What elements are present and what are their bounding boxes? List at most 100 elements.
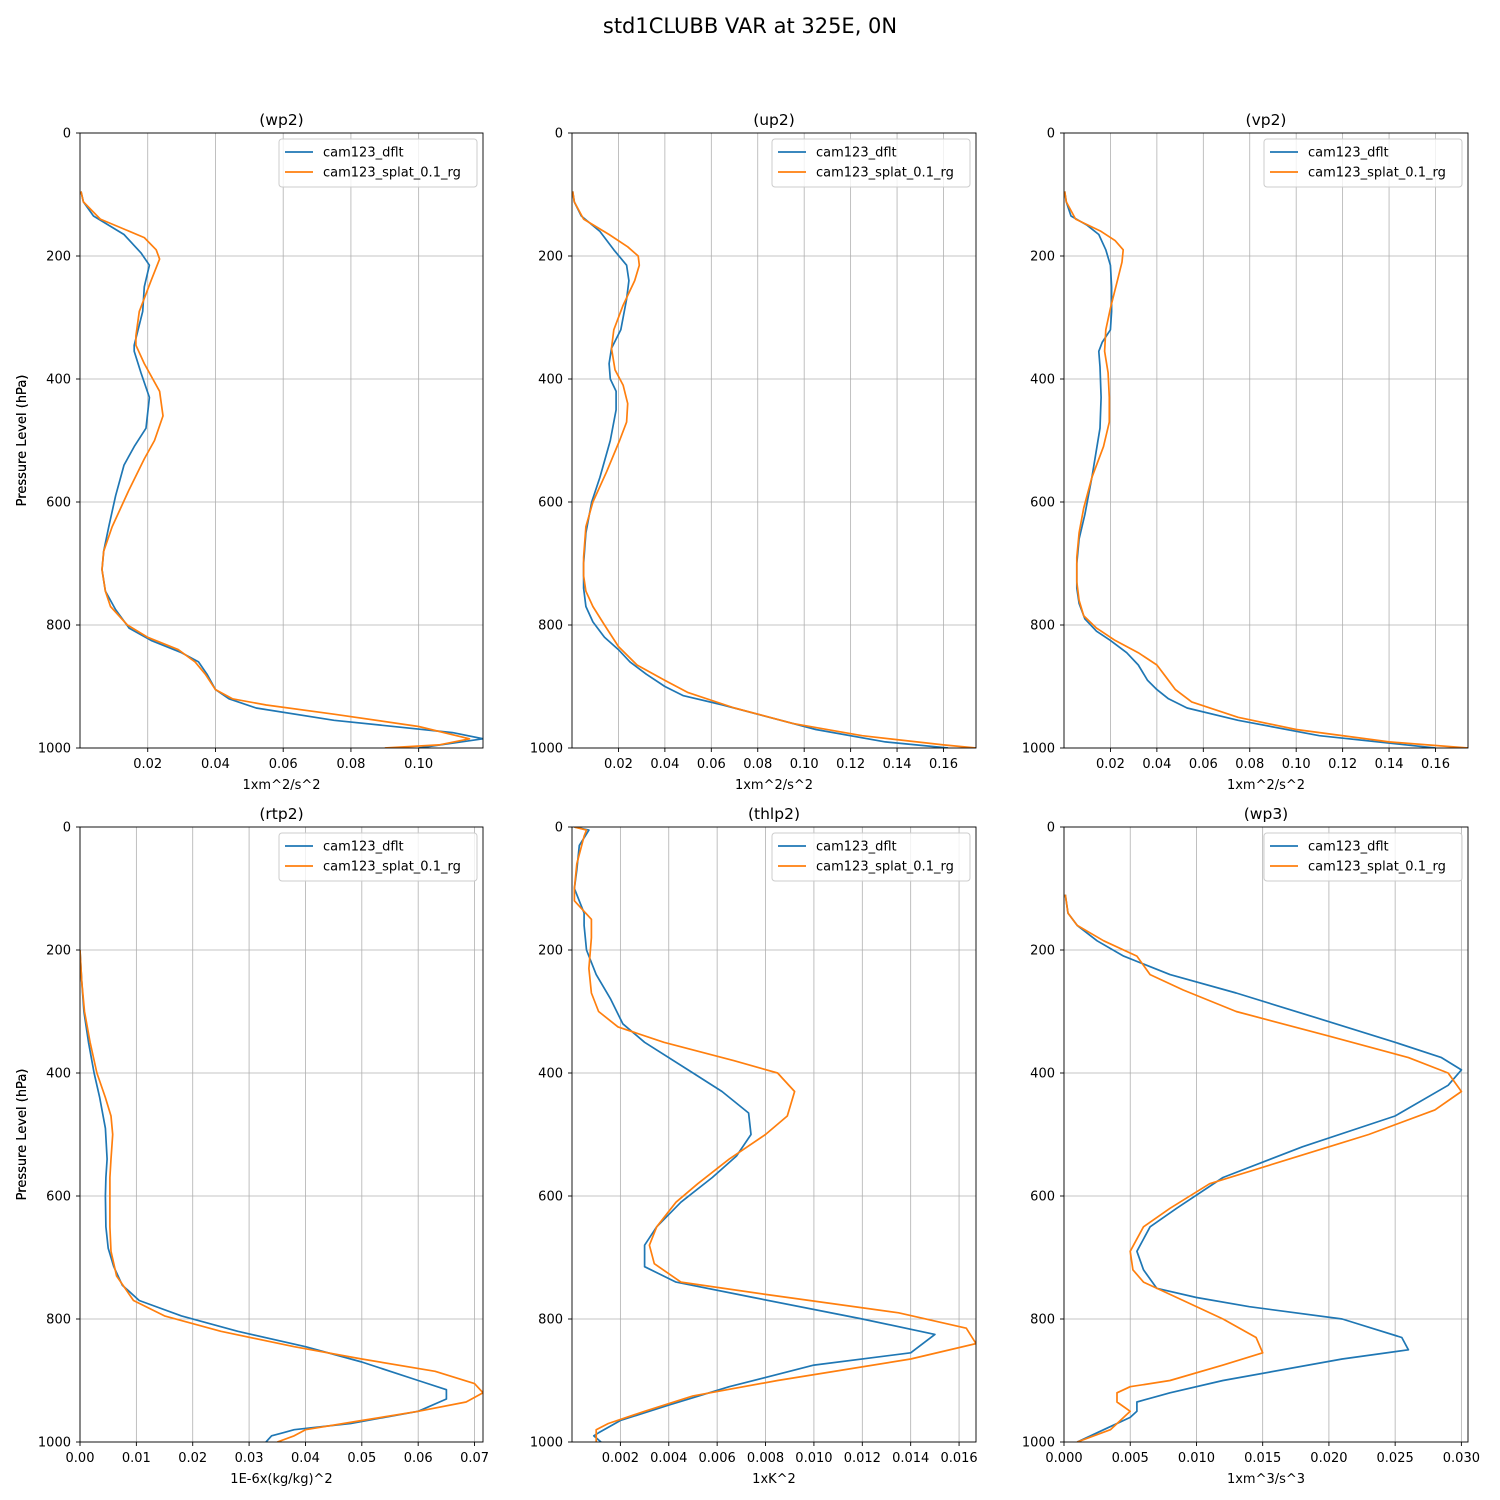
x-tick-label: 0.06 (269, 757, 298, 772)
y-tick-label: 1000 (530, 742, 563, 757)
legend: cam123_dflt cam123_splat_0.1_rg (771, 138, 971, 188)
y-axis-title: Pressure Level (hPa) (15, 1069, 30, 1201)
y-tick-label: 800 (538, 1313, 563, 1328)
y-axis-title: Pressure Level (hPa) (15, 375, 30, 507)
y-tick-label: 200 (46, 944, 71, 959)
series-line-cam123_dflt (80, 191, 483, 748)
legend: cam123_dflt cam123_splat_0.1_rg (278, 832, 478, 882)
legend-label: cam123_splat_0.1_rg (323, 166, 461, 181)
legend-label: cam123_splat_0.1_rg (816, 166, 954, 181)
series-line-cam123_splat_0.1_rg (80, 191, 471, 748)
y-tick-label: 400 (538, 1067, 563, 1082)
x-tick-label: 0.06 (697, 757, 726, 772)
legend-label: cam123_dflt (1308, 146, 1389, 161)
y-tick-label: 200 (1030, 944, 1055, 959)
gridlines (80, 132, 483, 749)
y-tick-label: 0 (555, 821, 563, 836)
legend-label: cam123_dflt (816, 840, 897, 855)
y-axis-title: Pressure Level (hPa) (15, 375, 30, 507)
x-axis-title: 1xm^2/s^2 (242, 778, 320, 793)
plot-frame (571, 826, 977, 1443)
x-axis-title: 1xm^3/s^3 (1227, 1472, 1305, 1487)
gridlines (572, 826, 976, 1443)
x-tick-label: 0.00 (66, 1451, 95, 1466)
x-tick-label: 0.16 (1421, 757, 1450, 772)
y-tick-label: 0 (63, 821, 71, 836)
y-tick-label: 800 (1030, 1313, 1055, 1328)
x-tick-label: 0.03 (235, 1451, 264, 1466)
gridlines (572, 132, 976, 749)
series-line-cam123_dflt (1064, 894, 1463, 1442)
legend-frame (771, 832, 971, 882)
x-tick-label: 0.02 (133, 757, 162, 772)
plot-frame (1063, 826, 1469, 1443)
series-line-cam123_splat_0.1_rg (1064, 894, 1463, 1442)
x-tick-label: 0.012 (844, 1451, 881, 1466)
x-tick-label: 0.04 (291, 1451, 320, 1466)
series-line-cam123_splat_0.1_rg (573, 827, 976, 1442)
x-axis-title: 1xK^2 (752, 1472, 796, 1487)
legend-label: cam123_dflt (816, 146, 897, 161)
y-tick-label: 1000 (530, 1436, 563, 1451)
x-tick-label: 0.08 (1235, 757, 1264, 772)
x-tick-label: 0.002 (602, 1451, 639, 1466)
y-tick-label: 800 (1030, 619, 1055, 634)
x-tick-label: 0.14 (883, 757, 912, 772)
x-tick-label: 0.08 (336, 757, 365, 772)
legend: cam123_dflt cam123_splat_0.1_rg (771, 832, 971, 882)
chart-panel-2: 0.02 0.04 0.06 0.08 0.10 0.12 0.14 0.16 0 200 400 6… (15, 111, 977, 793)
x-tick-label: 0.005 (1112, 1451, 1149, 1466)
y-tick-label: 400 (538, 373, 563, 388)
legend-frame (1263, 832, 1463, 882)
panel-title: (vp2) (1246, 111, 1287, 129)
y-tick-label: 200 (46, 250, 71, 265)
x-tick-label: 0.04 (1142, 757, 1171, 772)
x-tick-label: 0.01 (122, 1451, 151, 1466)
plot-frame (79, 826, 484, 1443)
y-tick-label: 200 (538, 944, 563, 959)
chart-panel-4: 0.00 0.01 0.02 0.03 0.04 0.05 0.06 0.07 0 200 400 6… (15, 805, 489, 1487)
gridlines (1064, 132, 1468, 749)
legend-label: cam123_splat_0.1_rg (323, 860, 461, 875)
series-line-cam123_dflt (1064, 191, 1436, 748)
figure-title: std1CLUBB VAR at 325E, 0N (602, 14, 898, 38)
x-tick-label: 0.015 (1244, 1451, 1281, 1466)
chart-panel-5: 0.002 0.004 0.006 0.008 0.010 0.012 0.014 0.016… (15, 805, 978, 1487)
legend-frame (771, 138, 971, 188)
x-tick-label: 0.006 (699, 1451, 736, 1466)
x-tick-label: 0.030 (1443, 1451, 1480, 1466)
y-tick-label: 600 (46, 1190, 71, 1205)
x-tick-label: 0.016 (940, 1451, 977, 1466)
y-tick-label: 1000 (38, 1436, 71, 1451)
x-tick-label: 0.010 (795, 1451, 832, 1466)
x-tick-label: 0.10 (790, 757, 819, 772)
series-line-cam123_splat_0.1_rg (572, 191, 976, 748)
x-axis-title: 1xm^2/s^2 (1227, 778, 1305, 793)
y-tick-label: 800 (538, 619, 563, 634)
plot-frame (1063, 132, 1469, 749)
x-tick-label: 0.02 (1096, 757, 1125, 772)
y-tick-label: 200 (1030, 250, 1055, 265)
x-tick-label: 0.004 (650, 1451, 687, 1466)
legend-label: cam123_dflt (323, 146, 404, 161)
chart-panel-6: 0.000 0.005 0.010 0.015 0.020 0.025 0.03002004… (15, 805, 1480, 1487)
x-tick-label: 0.014 (892, 1451, 929, 1466)
y-tick-label: 400 (46, 1067, 71, 1082)
series-line-cam123_splat_0.1_rg (1064, 191, 1468, 748)
legend: cam123_dflt cam123_splat_0.1_rg (1263, 138, 1463, 188)
legend-frame (278, 138, 478, 188)
chart-panel-1: 0.02 0.04 0.06 0.08 0.10 0 200 400 600 800 1000 (wp… (15, 111, 484, 793)
panel-title: (rtp2) (259, 805, 303, 823)
x-tick-label: 0.04 (650, 757, 679, 772)
series-line-cam123_dflt (572, 191, 949, 748)
plot-frame (79, 132, 484, 749)
x-tick-label: 0.10 (404, 757, 433, 772)
x-tick-label: 0.02 (178, 1451, 207, 1466)
y-tick-label: 0 (63, 127, 71, 142)
y-tick-label: 800 (46, 1313, 71, 1328)
y-tick-label: 1000 (1022, 742, 1055, 757)
y-tick-label: 1000 (38, 742, 71, 757)
panel-title: (up2) (753, 111, 795, 129)
y-tick-label: 200 (538, 250, 563, 265)
